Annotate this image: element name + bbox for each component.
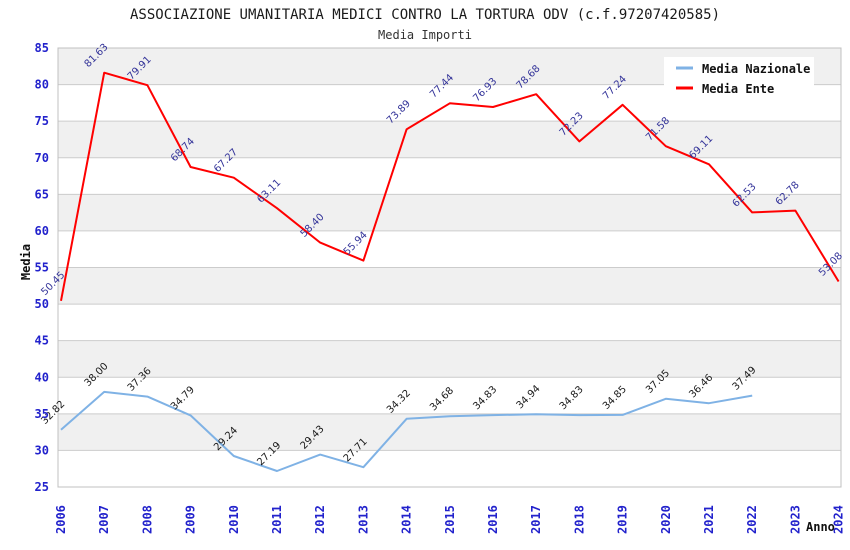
- x-tick-label: 2017: [529, 505, 543, 534]
- y-axis-title: Media: [19, 244, 33, 280]
- band: [58, 194, 841, 231]
- data-label: 34.83: [558, 384, 586, 412]
- x-tick-label: 2011: [270, 505, 284, 534]
- chart-subtitle: Media Importi: [378, 28, 472, 42]
- band: [58, 413, 841, 451]
- legend-item-media-nazionale: Media Nazionale: [676, 62, 810, 76]
- x-tick-label: 2007: [97, 505, 111, 534]
- x-tick-label: 2009: [184, 505, 198, 534]
- y-tick-label: 45: [35, 334, 49, 348]
- x-axis-tick-labels: 2006 2007 2008 2009 2010 2011 2012 2013 2014 2015…: [54, 505, 846, 534]
- band: [58, 121, 841, 158]
- y-tick-label: 60: [35, 224, 49, 238]
- y-tick-label: 40: [35, 370, 49, 384]
- data-label: 34.68: [428, 385, 456, 413]
- y-tick-label: 50: [35, 297, 49, 311]
- band: [58, 267, 841, 305]
- legend-background: [664, 57, 814, 103]
- x-tick-label: 2023: [788, 505, 802, 534]
- x-tick-label: 2008: [140, 505, 154, 534]
- y-tick-label: 65: [35, 187, 49, 201]
- x-tick-label: 2013: [356, 505, 370, 534]
- legend-label-ente: Media Ente: [702, 82, 774, 96]
- chart-title: ASSOCIAZIONE UMANITARIA MEDICI CONTRO LA…: [130, 7, 720, 23]
- band: [58, 340, 841, 378]
- y-tick-label: 25: [35, 480, 49, 494]
- y-tick-label: 80: [35, 78, 49, 92]
- x-tick-label: 2020: [659, 505, 673, 534]
- x-tick-label: 2021: [702, 505, 716, 534]
- x-tick-label: 2018: [572, 505, 586, 534]
- x-tick-label: 2012: [313, 505, 327, 534]
- y-tick-label: 85: [35, 41, 49, 55]
- legend: Media Nazionale Media Ente: [664, 57, 814, 103]
- y-axis-tick-labels: 25 30 35 40 45 50 55 60 65 70 75 80 85: [35, 41, 49, 494]
- data-label: 34.94: [515, 383, 543, 411]
- legend-label-nazionale: Media Nazionale: [702, 62, 810, 76]
- data-label: 34.83: [471, 384, 499, 412]
- y-tick-label: 30: [35, 443, 49, 457]
- data-label: 34.79: [169, 384, 197, 412]
- plot-border: [57, 47, 842, 488]
- x-tick-label: 2016: [486, 505, 500, 534]
- x-tick-label: 2024: [832, 505, 846, 534]
- x-tick-label: 2015: [443, 505, 457, 534]
- series-line-media-nazionale: [60, 390, 753, 472]
- x-tick-label: 2006: [54, 505, 68, 534]
- x-tick-label: 2019: [616, 505, 630, 534]
- y-tick-label: 55: [35, 261, 49, 275]
- x-tick-label: 2022: [745, 505, 759, 534]
- data-label: 34.32: [385, 388, 413, 416]
- series-line-media-ente: [60, 71, 840, 301]
- y-tick-label: 75: [35, 114, 49, 128]
- plot-alternating-bands: [58, 48, 841, 451]
- series-lines: [60, 71, 840, 472]
- data-label: 34.85: [601, 384, 629, 412]
- legend-item-media-ente: Media Ente: [676, 82, 774, 96]
- y-tick-label: 35: [35, 407, 49, 421]
- x-tick-label: 2010: [227, 505, 241, 534]
- x-tick-label: 2014: [400, 505, 414, 534]
- x-axis-title: Anno: [806, 520, 835, 534]
- y-tick-label: 70: [35, 151, 49, 165]
